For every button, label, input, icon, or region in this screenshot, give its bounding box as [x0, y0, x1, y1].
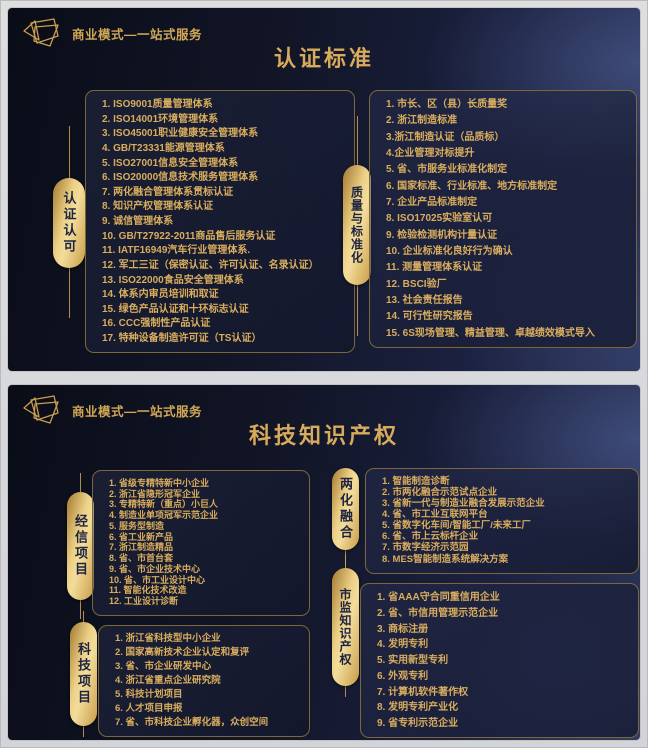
market-ip-list-box: 1. 省AAA守合同重信用企业 2. 省、市信用管理示范企业 3. 商标注册 4. 发…: [360, 583, 639, 738]
slide-header: 商业模式—一站式服务: [22, 16, 202, 50]
brand-text: 商业模式—一站式服务: [72, 27, 203, 42]
list-item: 16. CCC强制性产品认证: [102, 318, 211, 330]
list-item: 10. 企业标准化良好行为确认: [386, 246, 513, 258]
badge-market-supervision-ip: 市监知识产权: [332, 568, 359, 686]
list-item: 5. 实用新型专利: [377, 655, 449, 666]
slide-title: 科技知识产权: [248, 423, 399, 448]
list-item: 3. ISO45001职业健康安全管理体系: [102, 128, 259, 140]
list-item: 2. 国家高新技术企业认定和复评: [115, 646, 250, 658]
list-item: 12. 军工三证（保密认证、许可认证、名录认证）: [102, 259, 319, 271]
list-item: 1. 智能制造诊断: [382, 476, 450, 487]
badge-certification-accreditation: 认证认可: [53, 178, 85, 268]
list-item: 5. 科技计划项目: [115, 688, 183, 700]
list-item: 4.企业管理对标提升: [386, 148, 475, 160]
list-item: 8. MES智能制造系统解决方案: [382, 553, 509, 565]
list-item: 2. 市两化融合示范试点企业: [382, 487, 498, 499]
slide-header: 商业模式—一站式服务: [22, 393, 202, 427]
list-item: 3. 省新一代与制造业融合发展示范企业: [382, 498, 545, 510]
list-item: 9. 省、市企业技术中心: [109, 563, 201, 574]
list-item: 12. BSCI验厂: [386, 278, 447, 290]
economic-info-list-box: 1. 省级专精特新中小企业 2. 浙江省隐形冠军企业 3. 专精特新（重点）小巨人 4…: [92, 470, 310, 616]
brand-text: 商业模式—一站式服务: [72, 404, 203, 419]
origami-gem-logo-icon: [23, 395, 59, 424]
list-item: 8. 发明专利产业化: [377, 702, 459, 714]
list-item: 3. 商标注册: [377, 623, 429, 635]
list-item: 14. 可行性研究报告: [386, 311, 473, 323]
list-item: 2. 浙江制造标准: [386, 115, 458, 127]
list-item: 4. 制造业单项冠军示范企业: [109, 510, 219, 521]
list-item: 5. 服务型制造: [109, 520, 165, 531]
list-item: 15. 绿色产品认证和十环标志认证: [102, 303, 249, 315]
list-item: 7. 市数字经济示范园: [382, 542, 469, 554]
list-item: 7. 计算机软件著作权: [377, 686, 469, 698]
slide-title: 认证标准: [273, 46, 374, 71]
list-item: 6. ISO20000信息技术服务管理体系: [102, 172, 259, 184]
list-item: 13. ISO22000食品安全管理体系: [102, 274, 244, 286]
list-item: 15. 6S现场管理、精益管理、卓越绩效模式导入: [386, 327, 595, 339]
list-item: 5. 省数字化车间/智能工厂/未来工厂: [382, 520, 531, 532]
list-item: 2. 浙江省隐形冠军企业: [109, 488, 201, 499]
list-item: 11. 智能化技术改造: [109, 585, 187, 596]
list-item: 6. 省、市上云标杆企业: [382, 531, 479, 543]
list-item: 1. 省级专精特新中小企业: [109, 478, 210, 488]
list-item: 3.浙江制造认证（品质标）: [386, 131, 505, 143]
list-item: 9. 检验检测机构计量认证: [386, 229, 498, 241]
list-item: 1. ISO9001质量管理体系: [102, 99, 213, 110]
list-item: 4. 发明专利: [377, 639, 429, 651]
list-item: 7. 两化融合管理体系贯标认证: [102, 186, 234, 198]
list-item: 6. 外观专利: [377, 670, 429, 682]
list-item: 4. GB/T23331能源管理体系: [102, 142, 225, 154]
origami-gem-logo-icon: [23, 18, 59, 47]
list-item: 1. 浙江省科技型中小企业: [115, 633, 221, 644]
badge-science-tech-projects: 科技项目: [70, 622, 97, 726]
list-item: 14. 体系内审员培训和取证: [102, 289, 219, 301]
list-item: 4. 浙江省重点企业研究院: [115, 674, 221, 686]
science-tech-list-box: 1. 浙江省科技型中小企业 2. 国家高新技术企业认定和复评 3. 省、市企业研发中…: [98, 625, 310, 737]
list-item: 10. GB/T27922-2011商品售后服务认证: [102, 230, 276, 242]
certification-list-box: 1. ISO9001质量管理体系 2. ISO14001环境管理体系 3. ISO4…: [85, 90, 355, 353]
list-item: 8. 知识产权管理体系认证: [102, 201, 214, 213]
badge-economic-info-projects: 经信项目: [67, 492, 94, 600]
badge-quality-standardization: 质量与标准化: [343, 165, 371, 285]
list-item: 3. 省、市企业研发中心: [115, 660, 212, 672]
slide-certification-standards: 商业模式—一站式服务 认证标准 认证认可 1. ISO9001质量管理体系 2. …: [8, 8, 640, 371]
list-item: 8. 省、市首台套: [109, 553, 174, 564]
list-item: 1. 省AAA守合同重信用企业: [377, 592, 500, 603]
list-item: 11. 测量管理体系认证: [386, 262, 483, 274]
list-item: 8. ISO17025实验室认可: [386, 213, 493, 225]
list-item: 11. IATF16949汽车行业管理体系.: [102, 245, 251, 257]
list-item: 12. 工业设计诊断: [109, 596, 179, 607]
list-item: 9. 诚信管理体系: [102, 216, 174, 227]
slide-tech-intellectual-property: 商业模式—一站式服务 科技知识产权 经信项目 1. 省级专精特新中小企业 2. 浙…: [8, 385, 640, 740]
list-item: 6. 人才项目申报: [115, 702, 183, 714]
list-item: 6. 省工业新产品: [109, 531, 174, 542]
list-item: 2. ISO14001环境管理体系: [102, 113, 219, 125]
list-item: 7. 企业产品标准制定: [386, 197, 478, 209]
list-item: 1. 市长、区（县）长质量奖: [386, 99, 508, 110]
quality-standard-list-box: 1. 市长、区（县）长质量奖 2. 浙江制造标准 3.浙江制造认证（品质标） 4.企业…: [369, 90, 637, 348]
list-item: 10. 省、市工业设计中心: [109, 574, 206, 585]
list-item: 7. 浙江制造精品: [109, 542, 174, 553]
list-item: 3. 专精特新（重点）小巨人: [109, 499, 219, 510]
list-item: 7. 省、市科技企业孵化器，众创空间: [115, 716, 269, 728]
list-item: 9. 省专利示范企业: [377, 718, 459, 729]
list-item: 2. 省、市信用管理示范企业: [377, 607, 499, 619]
list-item: 17. 特种设备制造许可证（TS认证）: [102, 333, 262, 344]
list-item: 4. 省、市工业互联网平台: [382, 509, 488, 521]
list-item: 6. 国家标准、行业标准、地方标准制定: [386, 180, 558, 192]
integration-list-box: 1. 智能制造诊断 2. 市两化融合示范试点企业 3. 省新一代与制造业融合发展示范…: [365, 468, 639, 574]
list-item: 5. 省、市服务业标准化制定: [386, 164, 508, 176]
list-item: 5. ISO27001信息安全管理体系: [102, 157, 239, 169]
list-item: 13. 社会责任报告: [386, 295, 463, 307]
badge-industrialization-integration: 两化融合: [332, 468, 359, 550]
